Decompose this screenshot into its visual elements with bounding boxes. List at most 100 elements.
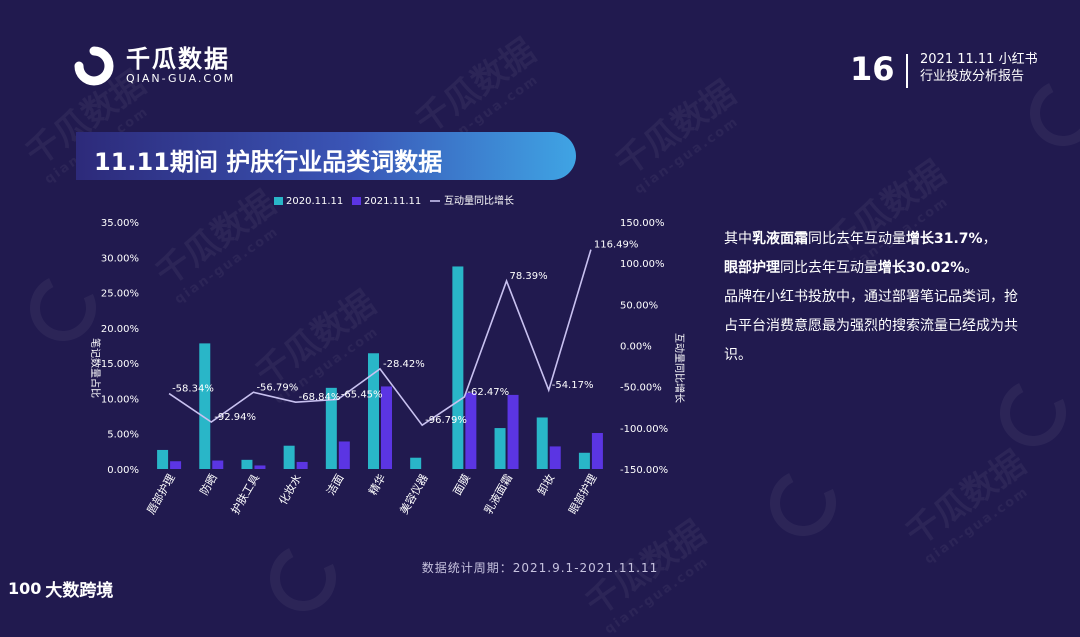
partner-logo-text: 大数跨境 <box>45 581 114 601</box>
bar-2021 <box>507 394 519 469</box>
y2-axis-label: 互动量同比增长 <box>673 333 686 403</box>
bar-2020 <box>157 449 169 469</box>
note-text: ， <box>982 231 997 247</box>
legend-label-2020: 2020.11.11 <box>286 196 343 207</box>
bars <box>157 266 603 469</box>
x-tick-label: 乳液面霜 <box>481 472 515 517</box>
y2-tick-label: 0.00% <box>620 342 652 353</box>
bar-2021 <box>170 461 182 469</box>
bar-2021 <box>296 461 308 469</box>
growth-data-label: -54.17% <box>552 380 594 391</box>
bar-2020 <box>241 459 253 469</box>
growth-data-label: -68.84% <box>299 392 341 403</box>
report-title-line1: 2021 11.11 小红书 <box>920 52 1038 67</box>
watermark-arc <box>760 460 846 546</box>
legend-label-growth: 互动量同比增长 <box>444 194 514 207</box>
header-divider <box>906 54 908 88</box>
x-tick-label: 唇部护理 <box>144 472 178 517</box>
growth-data-label: 78.39% <box>510 271 548 282</box>
page-title: 11.11期间 护肤行业品类词数据 <box>94 148 443 176</box>
growth-data-label: -65.45% <box>341 389 383 400</box>
bar-2020 <box>494 428 506 469</box>
y2-tick-label: -150.00% <box>620 465 668 476</box>
brand-logo-icon <box>74 46 114 86</box>
bar-2021 <box>381 386 392 469</box>
title-banner: 11.11期间 护肤行业品类词数据 <box>76 132 576 180</box>
data-period: 数据统计周期：2021.9.1-2021.11.11 <box>421 561 659 575</box>
note-highlight: 眼部护理 <box>724 260 780 276</box>
legend-label-2021: 2021.11.11 <box>364 196 421 207</box>
note-text: 同比去年互动量 <box>808 231 906 247</box>
y2-tick-label: -50.00% <box>620 383 662 394</box>
y2-axis-ticks: -150.00% -100.00% -50.00% 0.00% 50.00% 100.00… <box>620 218 668 476</box>
bar-2021 <box>254 465 266 469</box>
legend-swatch-2020 <box>274 197 283 205</box>
note-highlight: 增长31.7% <box>906 231 983 247</box>
x-tick-label: 眼部护理 <box>565 472 599 517</box>
growth-data-label: -56.79% <box>256 382 298 393</box>
growth-data-label: -28.42% <box>383 359 425 370</box>
x-axis-ticks: 唇部护理 防晒 护肤工具 化妆水 洁面 精华 美容仪器 面膜 乳液面霜 卸妆 眼部护理 <box>144 472 600 517</box>
y-tick-label: 30.00% <box>101 253 139 264</box>
bar-2021 <box>591 433 603 469</box>
y2-tick-label: 50.00% <box>620 300 658 311</box>
report-title: 2021 11.11 小红书 行业投放分析报告 <box>920 51 1038 85</box>
y2-tick-label: 150.00% <box>620 218 665 229</box>
brand-logo[interactable]: 千瓜数据 QIAN-GUA.COM <box>72 44 235 88</box>
bar-2020 <box>325 387 337 469</box>
y-axis-label: 笔记数量占比 <box>89 338 102 398</box>
bar-2021 <box>549 446 561 469</box>
bar-2021 <box>465 392 477 469</box>
growth-data-label: -96.79% <box>425 415 467 426</box>
report-title-line2: 行业投放分析报告 <box>920 69 1025 84</box>
growth-data-label: -58.34% <box>172 384 214 395</box>
x-tick-label: 美容仪器 <box>397 472 431 517</box>
growth-line-path <box>168 249 592 427</box>
growth-data-label: -92.94% <box>214 412 256 423</box>
partner-logo[interactable]: 100 大数跨境 <box>8 576 113 601</box>
bar-2020 <box>578 452 590 469</box>
bar-2021 <box>338 441 350 469</box>
bar-2020 <box>410 457 422 469</box>
note-text: 品牌在小红书投放中，通过部署笔记品类词，抢占平台消费意愿最为强烈的搜索流量已经成… <box>724 289 1018 363</box>
bar-2020 <box>199 343 211 469</box>
y2-tick-label: 100.00% <box>620 259 665 270</box>
y-tick-label: 5.00% <box>107 430 139 441</box>
partner-logo-icon: 100 <box>8 579 42 598</box>
insight-note: 其中乳液面霜同比去年互动量增长31.7%， 眼部护理同比去年互动量增长30.02… <box>724 225 1024 370</box>
legend-swatch-2021 <box>352 197 361 205</box>
y-tick-label: 25.00% <box>101 289 139 300</box>
growth-data-label: -62.47% <box>467 387 509 398</box>
x-tick-label: 精华 <box>365 472 388 498</box>
y-tick-label: 35.00% <box>101 218 139 229</box>
bar-2020 <box>536 417 548 469</box>
y-tick-label: 15.00% <box>101 359 139 370</box>
x-tick-label: 化妆水 <box>276 472 305 508</box>
bar-2020 <box>283 445 295 469</box>
x-tick-label: 护肤工具 <box>228 472 262 517</box>
bar-2020 <box>452 266 464 469</box>
y-tick-label: 10.00% <box>101 394 139 405</box>
brand-name: 千瓜数据 <box>126 45 230 73</box>
combo-chart: 2020.11.11 2021.11.11 互动量同比增长 笔记数量占比 互动量同比… <box>89 194 686 517</box>
x-tick-label: 卸妆 <box>534 472 557 498</box>
note-highlight: 增长30.02% <box>878 260 965 276</box>
x-tick-label: 洁面 <box>324 472 346 498</box>
y-axis-ticks: 0.00% 5.00% 10.00% 15.00% 20.00% 25.00% 30.00%… <box>101 218 139 476</box>
bar-2020 <box>368 353 379 469</box>
x-tick-label: 面膜 <box>451 472 473 498</box>
note-highlight: 乳液面霜 <box>752 231 808 247</box>
brand-domain: QIAN-GUA.COM <box>126 72 236 85</box>
bar-2021 <box>212 460 224 469</box>
watermark-arc <box>990 370 1076 456</box>
note-text: 。 <box>964 260 979 276</box>
note-text: 同比去年互动量 <box>780 260 878 276</box>
y-tick-label: 20.00% <box>101 324 139 335</box>
x-tick-label: 防晒 <box>197 472 220 498</box>
growth-data-label: 116.49% <box>594 240 639 251</box>
chart-legend: 2020.11.11 2021.11.11 互动量同比增长 <box>274 194 514 207</box>
note-text: 其中 <box>724 231 752 247</box>
page-number: 16 <box>850 50 895 88</box>
